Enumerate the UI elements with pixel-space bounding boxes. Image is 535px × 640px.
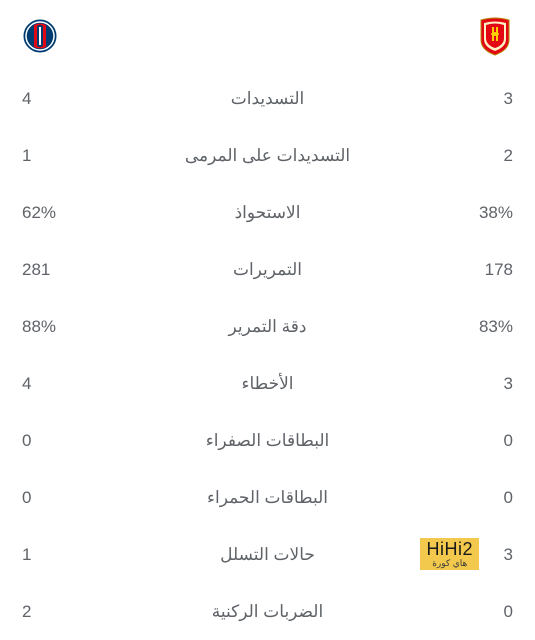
stat-label: دقة التمرير <box>102 317 433 337</box>
stat-row: 0البطاقات الحمراء0 <box>22 469 513 526</box>
stat-left-value: 2 <box>22 602 102 622</box>
stat-row: 2الضربات الركنية0 <box>22 583 513 640</box>
stat-right-value: 3 <box>433 89 513 109</box>
stat-label: الضربات الركنية <box>102 602 433 622</box>
stat-left-value: 4 <box>22 89 102 109</box>
stat-label: التمريرات <box>102 260 433 280</box>
stat-left-value: 88% <box>22 317 102 337</box>
stat-left-value: 0 <box>22 431 102 451</box>
stat-left-value: 0 <box>22 488 102 508</box>
stat-row: 1التسديدات على المرمى2 <box>22 127 513 184</box>
stat-row: 4التسديدات3 <box>22 70 513 127</box>
watermark-badge: HiHi2 هاي كورة <box>420 538 479 570</box>
stat-right-value: 2 <box>433 146 513 166</box>
stat-left-value: 4 <box>22 374 102 394</box>
stat-row: 281التمريرات178 <box>22 241 513 298</box>
stat-row: 62%الاستحواذ38% <box>22 184 513 241</box>
stat-left-value: 281 <box>22 260 102 280</box>
stat-left-value: 1 <box>22 146 102 166</box>
stat-right-value: 0 <box>433 488 513 508</box>
stat-label: البطاقات الصفراء <box>102 431 433 451</box>
stat-label: حالات التسلل <box>102 545 433 565</box>
stat-right-value: 0 <box>433 431 513 451</box>
team-right-logo <box>477 18 513 54</box>
stat-right-value: 83% <box>433 317 513 337</box>
stat-right-value: 0 <box>433 602 513 622</box>
stat-right-value: 178 <box>433 260 513 280</box>
watermark-text-top: HiHi2 <box>426 540 473 558</box>
team-left-logo <box>22 18 58 54</box>
stat-row: 88%دقة التمرير83% <box>22 298 513 355</box>
match-header <box>0 0 535 66</box>
stat-row: 4الأخطاء3 <box>22 355 513 412</box>
stat-label: الأخطاء <box>102 374 433 394</box>
stat-right-value: 38% <box>433 203 513 223</box>
stat-label: الاستحواذ <box>102 203 433 223</box>
stat-label: التسديدات <box>102 89 433 109</box>
stat-left-value: 1 <box>22 545 102 565</box>
stat-label: التسديدات على المرمى <box>102 146 433 166</box>
watermark-text-bottom: هاي كورة <box>426 558 473 568</box>
stat-label: البطاقات الحمراء <box>102 488 433 508</box>
stat-right-value: 3 <box>433 374 513 394</box>
stat-row: 0البطاقات الصفراء0 <box>22 412 513 469</box>
stat-left-value: 62% <box>22 203 102 223</box>
